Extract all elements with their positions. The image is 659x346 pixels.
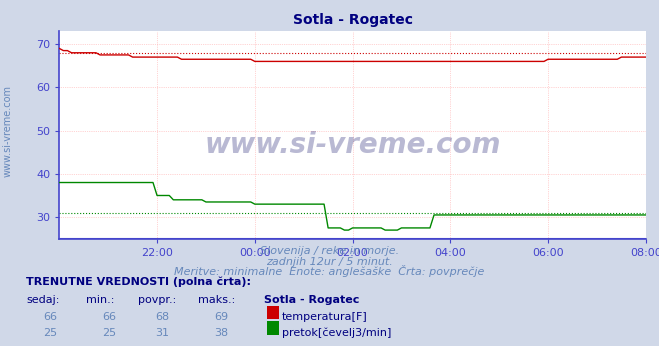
Text: maks.:: maks.: xyxy=(198,295,235,305)
Text: 68: 68 xyxy=(155,312,169,322)
Text: pretok[čevelj3/min]: pretok[čevelj3/min] xyxy=(282,327,391,338)
Text: 66: 66 xyxy=(102,312,116,322)
Text: 66: 66 xyxy=(43,312,57,322)
Text: Meritve: minimalne  Enote: anglešaške  Črta: povprečje: Meritve: minimalne Enote: anglešaške Črt… xyxy=(175,265,484,277)
Text: sedaj:: sedaj: xyxy=(26,295,60,305)
Text: www.si-vreme.com: www.si-vreme.com xyxy=(3,85,13,177)
Text: 25: 25 xyxy=(102,328,116,338)
Text: Slovenija / reke in morje.: Slovenija / reke in morje. xyxy=(260,246,399,256)
Text: www.si-vreme.com: www.si-vreme.com xyxy=(204,131,501,159)
Title: Sotla - Rogatec: Sotla - Rogatec xyxy=(293,13,413,27)
Text: temperatura[F]: temperatura[F] xyxy=(282,312,368,322)
Text: Sotla - Rogatec: Sotla - Rogatec xyxy=(264,295,359,305)
Text: 25: 25 xyxy=(43,328,57,338)
Text: TRENUTNE VREDNOSTI (polna črta):: TRENUTNE VREDNOSTI (polna črta): xyxy=(26,277,251,288)
Text: 69: 69 xyxy=(214,312,228,322)
Text: zadnjih 12ur / 5 minut.: zadnjih 12ur / 5 minut. xyxy=(266,257,393,267)
Text: povpr.:: povpr.: xyxy=(138,295,177,305)
Text: min.:: min.: xyxy=(86,295,114,305)
Text: 38: 38 xyxy=(214,328,228,338)
Text: 31: 31 xyxy=(155,328,169,338)
